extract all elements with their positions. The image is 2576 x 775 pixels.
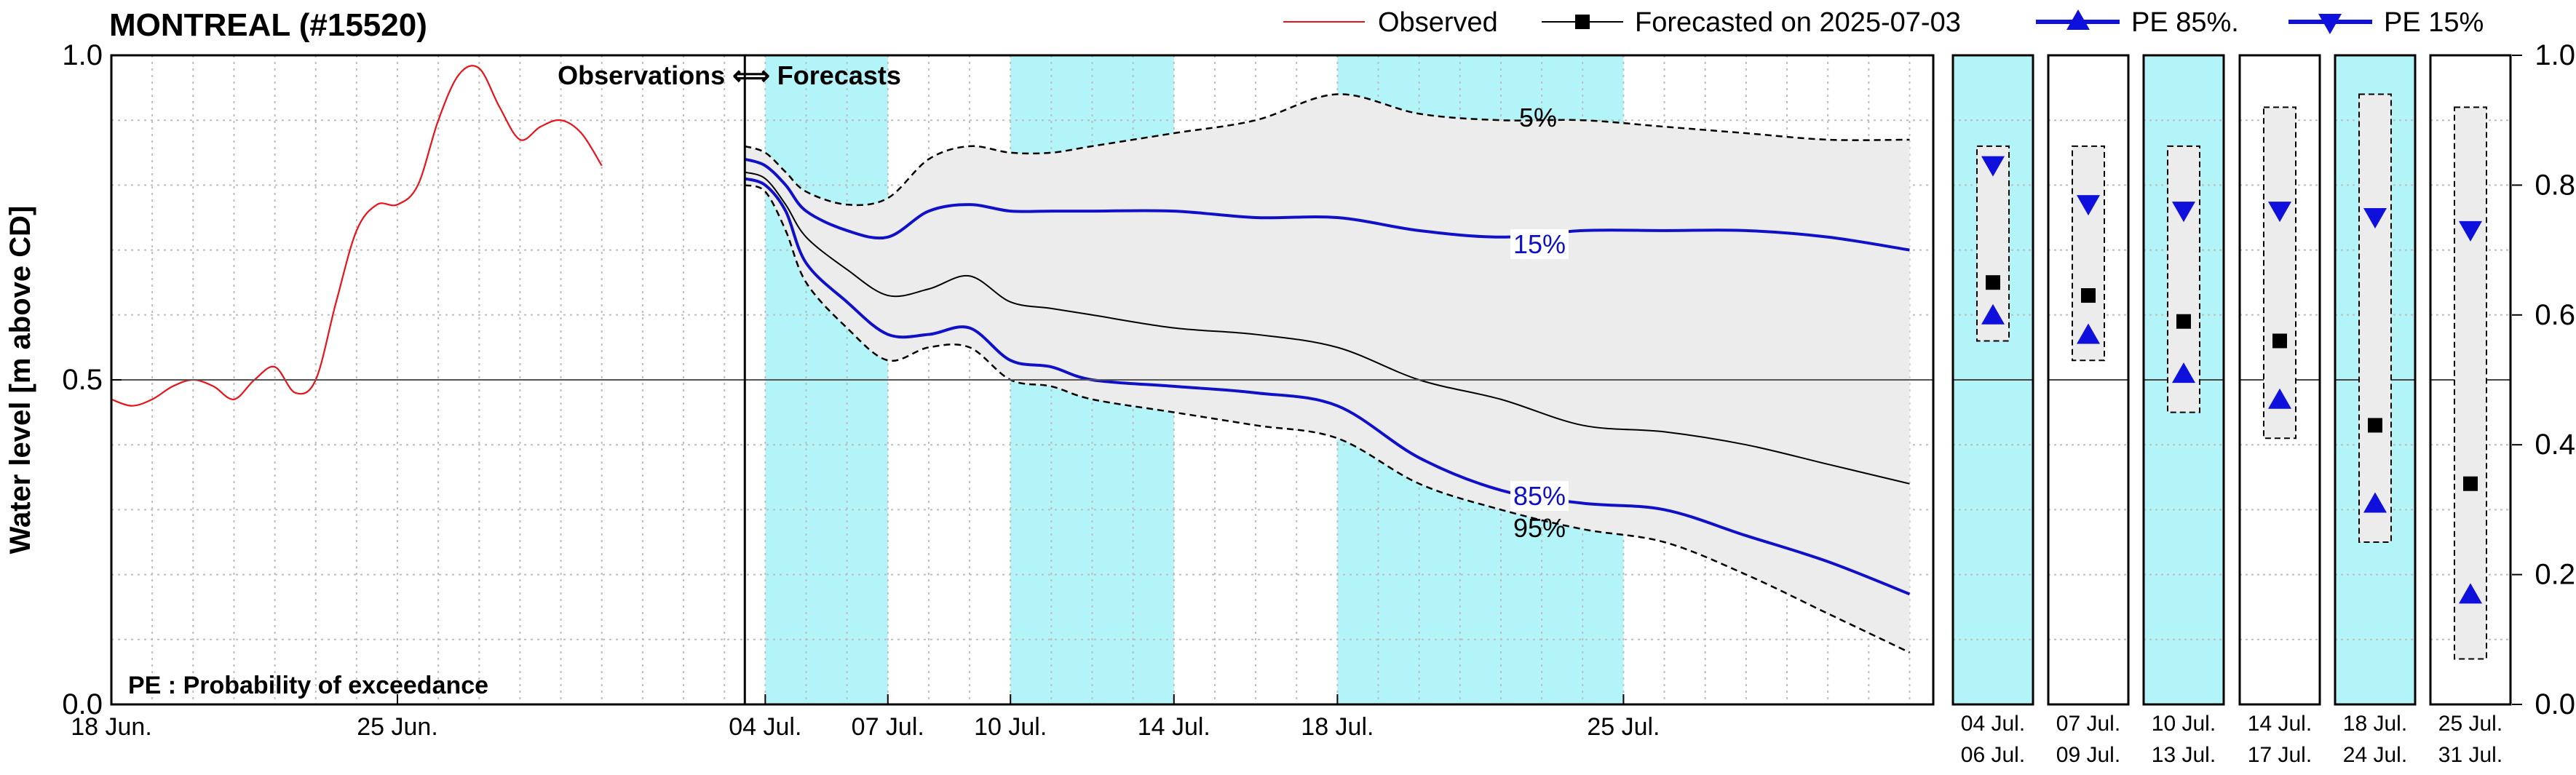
y-axis-label: Water level [m above CD] [4,206,36,555]
series-pe15-line [744,157,1910,252]
x-tick-label: 10 Jul. [974,713,1047,741]
panel-frame [2142,54,2225,706]
weekly-panel-4 [2334,54,2417,706]
right-y-tick-label: 0.0 [2535,688,2575,720]
weekly-panel-5 [2429,54,2512,706]
legend-forecast-label: Forecasted on 2025-07-03 [1635,7,1961,38]
panel-label-start: 10 Jul. [2152,712,2216,736]
pe85-marker [2172,362,2195,383]
panel-frame [2238,54,2321,706]
forecast-marker [2463,476,2478,491]
legend-pe15-label: PE 15% [2384,7,2484,38]
panel-range-box [2358,93,2392,543]
panel-frame [2334,54,2417,706]
panel-label-end: 31 Jul. [2438,743,2502,767]
x-tick-label: 25 Jul. [1587,713,1660,741]
panel-label-start: 04 Jul. [1961,712,2025,736]
panel-label-end: 24 Jul. [2343,743,2407,767]
series-group [111,65,1911,653]
right-y-tick-label: 0.4 [2535,429,2575,461]
panel-label-start: 07 Jul. [2056,712,2120,736]
y-tick-label: 0.5 [62,364,103,396]
panel-frame [2047,54,2130,706]
y-tick-label: 0.0 [62,688,103,720]
pe15-marker [2172,202,2195,223]
x-tick-label: 07 Jul. [852,713,924,741]
panel-label-end: 13 Jul. [2152,743,2216,767]
obs-forecast-annotation: Observations ⟺ Forecasts [558,60,901,90]
x-tick-label: 18 Jun. [71,713,152,741]
label-p95: 95% [1513,513,1566,543]
pe15-marker [1981,156,2005,177]
panel-frame [1951,54,2034,706]
pe15-marker [2363,208,2387,228]
pe15-marker [2077,195,2100,216]
x-tick-label: 18 Jul. [1301,713,1374,741]
legend: Observed Forecasted on 2025-07-03 PE 85%. P… [1283,7,2484,38]
panel-label-start: 18 Jul. [2343,712,2407,736]
panel-label-start: 14 Jul. [2248,712,2312,736]
panel-range-box [2454,106,2487,660]
label-p5: 5% [1519,103,1557,132]
forecast-marker [2081,288,2096,303]
panel-label-end: 06 Jul. [1961,743,2025,767]
panel-range-box [2263,106,2296,440]
pe15-marker [2459,220,2482,242]
x-tick-label: 25 Jun. [357,713,438,741]
x-tick-label: 14 Jul. [1138,713,1210,741]
pe-note: PE : Probability of exceedance [128,672,488,699]
weekly-panel-1 [2047,54,2130,706]
pe85-marker [2268,388,2291,409]
forecast-marker [2272,333,2287,349]
panel-label-end: 09 Jul. [2056,743,2120,767]
pe15-marker [2268,202,2291,223]
series-pe85-line [744,177,1911,596]
right-y-tick-label: 0.2 [2535,559,2575,591]
series-p95-line [744,184,1910,653]
label-background [1510,481,1569,511]
legend-pe85-label: PE 85%. [2131,7,2239,38]
weekly-panel-0 [1951,54,2034,706]
main-plot [110,54,2522,706]
forecast-marker [1986,275,2000,290]
right-y-tick-label: 0.8 [2535,169,2575,201]
probability-band [745,94,1910,653]
panel-label-start: 25 Jul. [2438,712,2502,736]
legend-forecast-marker [1575,15,1590,29]
x-tick-label: 04 Jul. [729,713,801,741]
weekly-panels [1951,54,2512,706]
right-y-tick-label: 1.0 [2535,39,2575,71]
chart-text: 18 Jun. 25 Jun. 04 Jul. 07 Jul. 10 Jul. 14 Ju… [4,7,2575,767]
panel-frame [2429,54,2512,706]
chart-title: MONTREAL (#15520) [109,7,427,43]
legend-pe85-marker [2066,9,2090,30]
weekly-panel-3 [2238,54,2321,706]
pe85-marker [1981,303,2005,325]
forecast-marker [2176,314,2191,329]
label-background [1510,229,1569,259]
forecast-marker [2368,418,2382,433]
legend-observed-label: Observed [1378,7,1498,38]
y-tick-label: 1.0 [62,39,103,71]
pe85-marker [2363,492,2387,513]
pe85-marker [2077,323,2100,344]
label-p85: 85% [1513,481,1566,511]
label-p15: 15% [1513,229,1566,259]
panel-label-end: 17 Jul. [2248,743,2312,767]
series-observed-line [111,65,603,407]
pe85-marker [2459,583,2482,604]
legend-pe15-marker [2318,14,2342,34]
series-forecast-line [744,171,1910,485]
weekly-panel-2 [2142,54,2225,706]
right-y-tick-label: 0.6 [2535,299,2575,331]
